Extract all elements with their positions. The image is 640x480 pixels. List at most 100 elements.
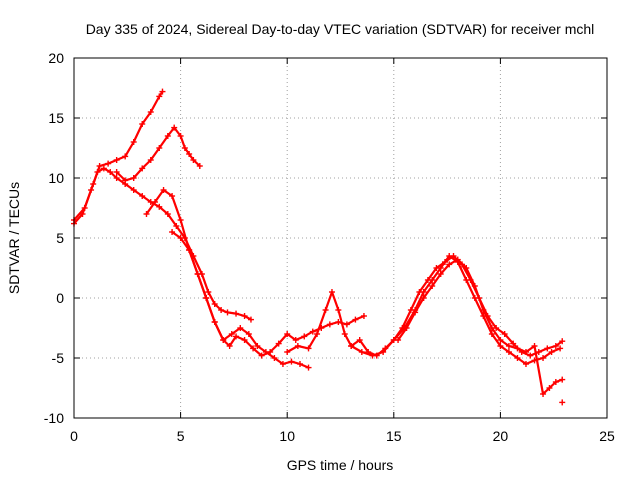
data-point — [275, 340, 282, 347]
series-line — [286, 254, 564, 357]
data-point — [173, 223, 180, 229]
data-point — [152, 199, 159, 205]
data-point — [233, 310, 240, 317]
data-point — [497, 343, 504, 349]
data-point — [160, 187, 167, 193]
data-point — [233, 333, 240, 340]
data-point — [113, 157, 120, 163]
data-point — [559, 338, 566, 345]
data-point — [514, 355, 521, 361]
data-point — [226, 343, 233, 349]
data-point — [147, 109, 154, 115]
data-point — [454, 256, 461, 263]
data-point — [113, 175, 120, 181]
data-point — [147, 157, 154, 163]
data-point — [463, 277, 470, 283]
data-point — [164, 211, 171, 217]
data-point — [122, 153, 129, 160]
x-tick-label: 0 — [70, 428, 78, 444]
data-point — [446, 261, 453, 268]
data-point — [296, 361, 303, 367]
data-point — [437, 271, 444, 277]
series-track-8 — [395, 256, 566, 397]
data-point — [196, 163, 203, 169]
data-point — [510, 340, 517, 347]
y-tick-label: 10 — [48, 170, 64, 186]
data-point — [471, 283, 478, 289]
data-point — [139, 165, 146, 172]
data-point — [241, 337, 248, 343]
data-point — [258, 352, 265, 359]
data-point — [164, 133, 171, 139]
data-point — [522, 361, 529, 367]
data-point — [186, 247, 193, 253]
series-line — [397, 258, 564, 396]
data-point — [352, 316, 359, 323]
data-point — [107, 169, 114, 175]
y-tick-label: -5 — [52, 350, 65, 366]
data-point — [194, 271, 201, 277]
data-point — [156, 203, 163, 210]
data-point — [328, 289, 335, 295]
x-tick-label: 20 — [493, 428, 509, 444]
data-point — [294, 343, 301, 349]
data-point — [429, 277, 436, 283]
y-tick-label: 20 — [48, 50, 64, 66]
data-point — [211, 319, 218, 325]
x-axis-label: GPS time / hours — [287, 457, 394, 473]
data-point — [335, 307, 342, 313]
y-tick-label: 5 — [56, 230, 64, 246]
data-point — [557, 345, 564, 352]
data-point — [380, 349, 387, 355]
data-point — [88, 187, 95, 193]
data-point — [79, 211, 86, 217]
data-point — [522, 349, 529, 355]
data-point — [250, 345, 257, 352]
y-tick-label: -10 — [44, 410, 64, 426]
data-point — [341, 331, 348, 337]
series-line — [171, 230, 366, 357]
data-point — [548, 349, 555, 355]
y-tick-label: 0 — [56, 290, 64, 306]
data-point — [169, 229, 176, 235]
data-point — [326, 321, 333, 328]
data-point — [540, 391, 547, 397]
data-point — [288, 358, 295, 365]
data-point — [335, 319, 342, 325]
data-point — [505, 349, 512, 355]
data-point — [190, 157, 197, 163]
series-track-2 — [71, 165, 254, 323]
data-point — [139, 193, 146, 199]
data-point — [540, 355, 547, 361]
data-point — [437, 265, 444, 271]
data-point — [305, 364, 312, 371]
data-point — [527, 352, 534, 359]
data-point — [284, 331, 291, 337]
data-point — [360, 313, 367, 319]
data-point — [552, 379, 559, 385]
data-point — [171, 124, 178, 131]
plot-series — [71, 88, 566, 406]
data-point — [463, 265, 470, 271]
data-point — [156, 145, 163, 151]
data-point — [177, 235, 184, 241]
data-point — [224, 309, 231, 316]
x-tick-label: 15 — [386, 428, 402, 444]
data-point — [245, 331, 252, 337]
data-point — [143, 211, 150, 217]
data-point — [122, 177, 129, 184]
data-point — [218, 307, 225, 313]
data-point — [369, 352, 376, 359]
data-point — [305, 345, 312, 352]
data-point — [356, 337, 363, 343]
data-point — [247, 316, 254, 323]
data-point — [211, 301, 218, 307]
data-point — [501, 331, 508, 337]
data-point — [301, 333, 308, 340]
data-point — [505, 343, 512, 349]
data-point — [531, 343, 538, 349]
x-tick-label: 25 — [599, 428, 615, 444]
chart-title: Day 335 of 2024, Sidereal Day-to-day VTE… — [86, 21, 595, 37]
data-point — [254, 343, 261, 349]
data-point — [169, 193, 176, 199]
